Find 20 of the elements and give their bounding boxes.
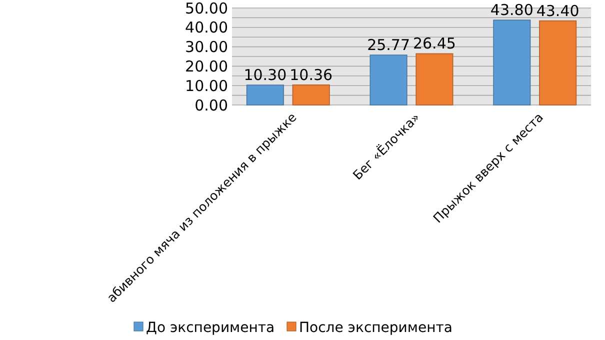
data-label: 43.40 (536, 2, 580, 20)
y-tick-label: 20.00 (185, 57, 228, 76)
bar (539, 20, 577, 106)
data-label: 10.30 (244, 66, 287, 84)
y-tick-label: 0.00 (194, 96, 228, 114)
data-label: 25.77 (367, 36, 410, 54)
y-tick-label: 30.00 (185, 38, 228, 56)
bar (246, 84, 284, 106)
bar (416, 53, 454, 106)
data-label: 43.80 (490, 1, 534, 20)
y-tick-label: 40.00 (185, 18, 228, 37)
data-label: 26.45 (412, 34, 456, 53)
legend-label: До эксперимента (146, 320, 275, 336)
bar (370, 54, 408, 106)
legend-label: После эксперимента (299, 320, 452, 336)
bar (292, 84, 330, 106)
data-label: 10.36 (290, 66, 333, 84)
y-tick-label: 10.00 (185, 76, 228, 95)
y-tick-label: 50.00 (185, 0, 228, 18)
bar (493, 20, 531, 106)
